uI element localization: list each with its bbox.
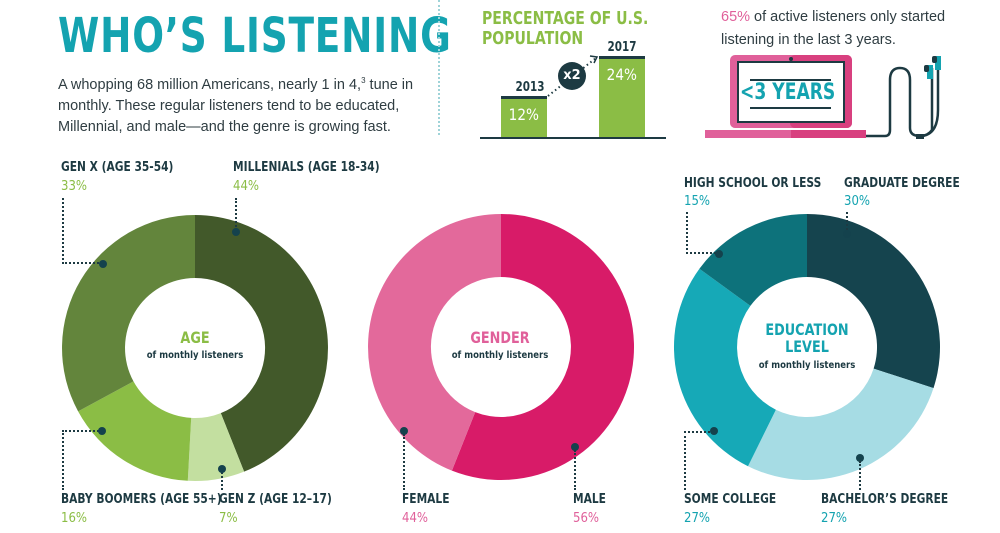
bar-2017: 24% <box>599 56 645 137</box>
gender-segment-male <box>451 213 635 480</box>
label-male: MALE <box>573 492 606 507</box>
population-title-line1: PERCENTAGE OF U.S. <box>482 8 649 29</box>
age-center-title: AGE <box>180 328 210 347</box>
marker-some-college <box>710 427 718 435</box>
leader-some-college <box>684 431 714 490</box>
pct-genx: 33% <box>61 179 88 194</box>
pct-boomers: 16% <box>61 511 88 526</box>
pct-bachelors: 27% <box>821 511 848 526</box>
education-center-subtitle: of monthly listeners <box>758 360 856 371</box>
bar-year-2017: 2017 <box>607 40 637 55</box>
marker-bachelors <box>856 454 864 462</box>
section-divider <box>438 0 440 135</box>
gender-center-title: GENDER <box>470 328 530 347</box>
label-bachelors: BACHELOR’S DEGREE <box>821 492 949 507</box>
pct-millenials: 44% <box>233 179 260 194</box>
education-donut-chart <box>673 214 941 481</box>
gender-donut-chart <box>368 213 635 480</box>
bar-baseline <box>480 137 666 139</box>
leader-genx <box>62 198 102 264</box>
recent-listeners-desc: of active listeners only started listeni… <box>721 9 946 48</box>
intro-text: A whopping 68 million Americans, nearly … <box>58 70 428 138</box>
age-segment-genz <box>187 413 245 481</box>
intro-part1: A whopping 68 million Americans, nearly … <box>58 76 362 93</box>
label-female: FEMALE <box>402 492 450 507</box>
recent-listeners-text: 65% of active listeners only started lis… <box>721 6 981 52</box>
leader-female <box>403 434 405 490</box>
leader-millenials <box>235 198 237 230</box>
pct-male: 56% <box>573 511 600 526</box>
bar-2017-value: 24% <box>606 65 638 84</box>
intro-part2: tune in monthly. These regular listeners… <box>58 76 414 135</box>
marker-genx <box>99 260 107 268</box>
education-title-line2: LEVEL <box>785 337 829 356</box>
age-segment-boomers <box>78 381 192 481</box>
marker-graduate <box>843 230 851 238</box>
marker-millenials <box>232 228 240 236</box>
leader-genz <box>221 472 223 490</box>
education-segment-some-college <box>673 268 776 467</box>
education-segment-bachelors <box>748 368 934 481</box>
leader-bachelors <box>859 461 861 490</box>
gender-segment-female <box>368 214 501 471</box>
marker-genz <box>218 465 226 473</box>
education-segment-highschool <box>699 214 807 306</box>
pct-female: 44% <box>402 511 429 526</box>
age-segment-genx <box>62 215 195 412</box>
laptop-screen-text: <3 YEARS <box>740 80 836 105</box>
marker-boomers <box>98 427 106 435</box>
pct-some-college: 27% <box>684 511 711 526</box>
age-segment-millenials <box>195 215 328 472</box>
gender-center-subtitle: of monthly listeners <box>451 350 549 361</box>
label-some-college: SOME COLLEGE <box>684 492 777 507</box>
education-title-line1: EDUCATION <box>765 320 849 339</box>
bar-2013-value: 12% <box>508 105 540 124</box>
age-donut-chart <box>62 215 328 481</box>
marker-female <box>400 427 408 435</box>
footnote-ref: 3 <box>361 76 366 85</box>
label-highschool: HIGH SCHOOL OR LESS <box>684 176 822 191</box>
education-center-title: EDUCATION LEVEL <box>759 321 855 355</box>
label-boomers: BABY BOOMERS (AGE 55+) <box>61 492 222 507</box>
bar-2013: 12% <box>501 96 547 137</box>
leader-graduate <box>846 212 848 230</box>
recent-listeners-pct: 65% <box>721 9 751 25</box>
marker-male <box>571 443 579 451</box>
pct-graduate: 30% <box>844 194 871 209</box>
leader-boomers <box>62 430 102 490</box>
marker-highschool <box>715 250 723 258</box>
leader-highschool <box>686 212 720 254</box>
population-title: PERCENTAGE OF U.S. POPULATION <box>482 9 648 49</box>
label-graduate: GRADUATE DEGREE <box>844 176 960 191</box>
education-segment-graduate <box>807 214 941 389</box>
bar-year-2013: 2013 <box>515 80 545 95</box>
multiplier-badge: x2 <box>558 62 586 90</box>
age-center-subtitle: of monthly listeners <box>146 350 244 361</box>
population-title-line2: POPULATION <box>482 28 584 49</box>
label-genz: GEN Z (AGE 12–17) <box>219 492 332 507</box>
page-title: WHO’S LISTENING <box>58 8 452 64</box>
label-genx: GEN X (AGE 35-54) <box>61 160 174 175</box>
laptop-with-earbuds-icon <box>705 55 941 139</box>
pct-highschool: 15% <box>684 194 711 209</box>
pct-genz: 7% <box>219 511 238 526</box>
label-millenials: MILLENIALS (AGE 18-34) <box>233 160 380 175</box>
leader-male <box>574 450 576 490</box>
